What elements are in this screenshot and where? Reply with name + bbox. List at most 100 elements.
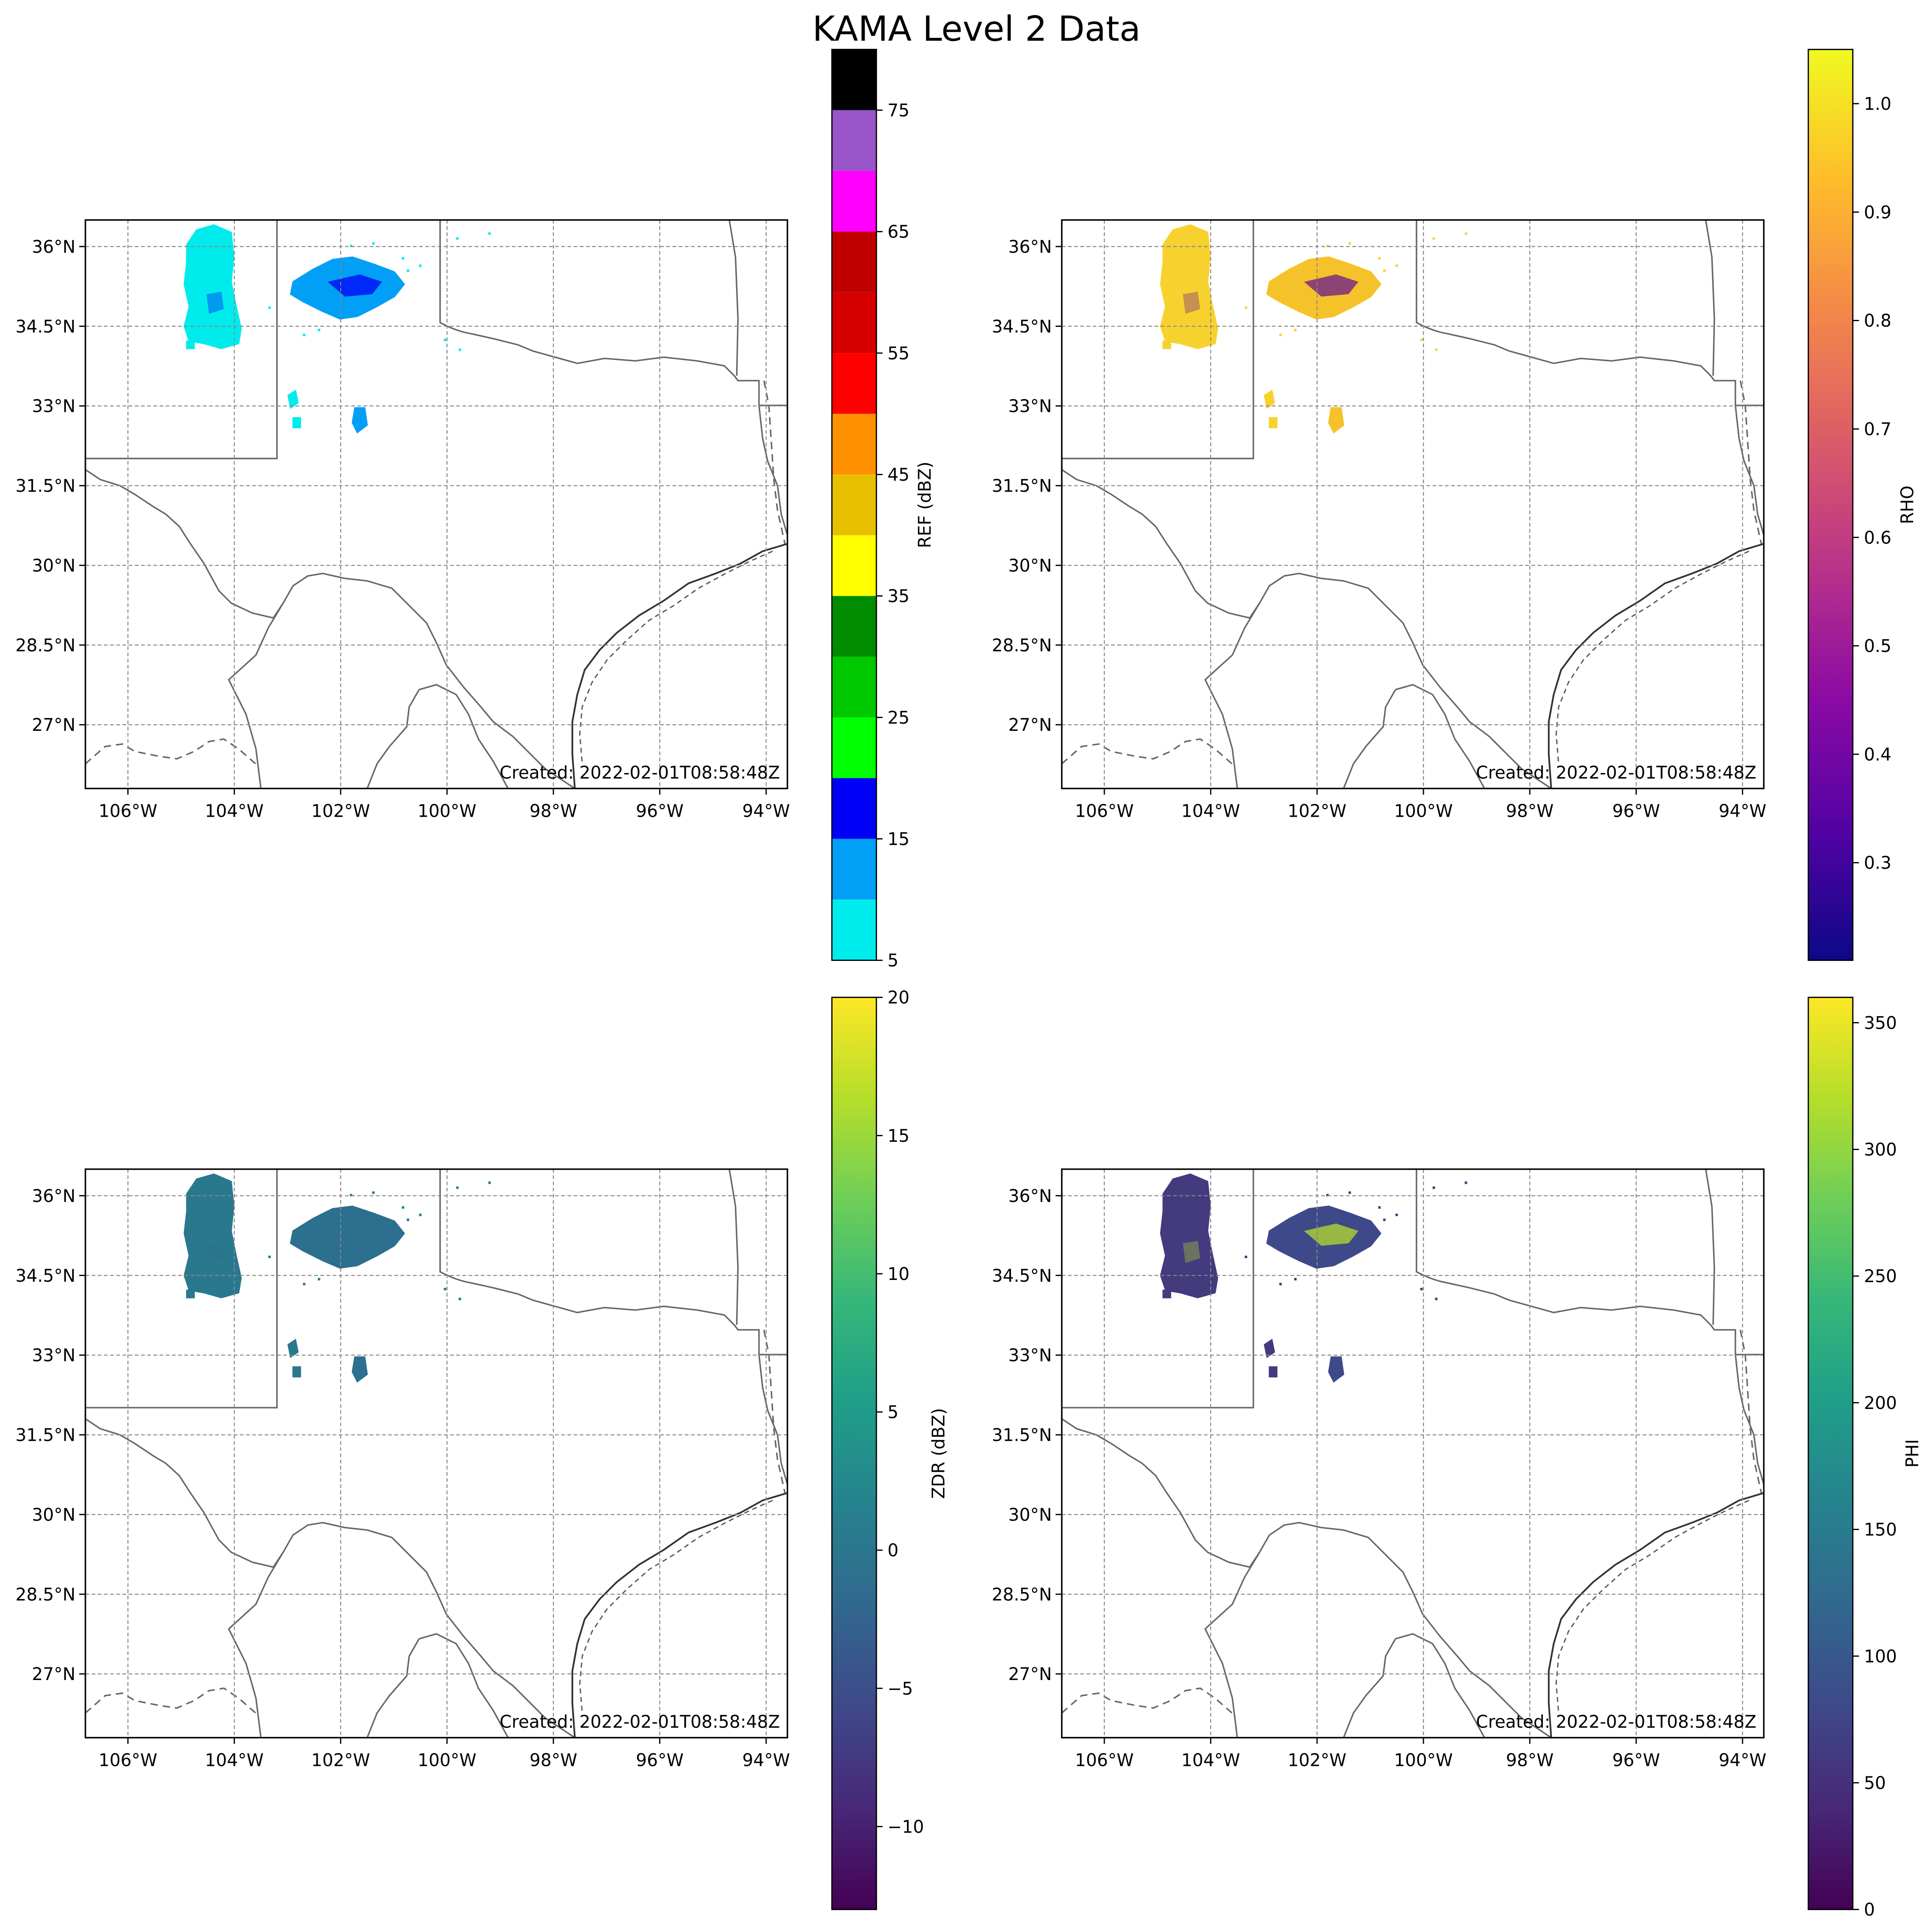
radar-echo-speckle (1348, 1191, 1351, 1194)
map-gridlines: 106°W 104°W 102°W 100°W 98°W 96°W 94°W 36°N 34.5… (15, 1169, 790, 1770)
colorbar-bin (832, 717, 876, 778)
radar-echo-speckle (1464, 1181, 1467, 1184)
radar-echo-speckle (1433, 1186, 1435, 1189)
radar-echo-speckle (303, 1283, 306, 1286)
radar-echo-core (206, 1241, 224, 1263)
created-timestamp: Created: 2022-02-01T08:58:48Z (499, 763, 780, 783)
colorbar-tick-label: 150 (1864, 1520, 1897, 1540)
radar-echo-speckle (1348, 242, 1351, 245)
latitude-tick-label: 33°N (32, 397, 75, 417)
radar-echo-layer (183, 224, 491, 434)
map-gridlines: 106°W 104°W 102°W 100°W 98°W 96°W 94°W 36°N 34.5… (992, 220, 1766, 821)
radar-echo-speckle (458, 1297, 462, 1300)
colorbar-bin (832, 535, 876, 596)
created-timestamp: Created: 2022-02-01T08:58:48Z (1476, 1712, 1756, 1732)
latitude-tick-label: 34.5°N (15, 1266, 75, 1286)
radar-echo-speckle (444, 1288, 447, 1290)
colorbar-bin (832, 231, 876, 292)
colorbar-bin (832, 49, 876, 110)
radar-echo (183, 1173, 242, 1299)
colorbar-bin (832, 474, 876, 536)
colorbar-bin (832, 900, 876, 961)
radar-echo (186, 1290, 195, 1299)
radar-echo (183, 224, 242, 350)
radar-echo-speckle (456, 1186, 459, 1189)
radar-echo-speckle (1420, 1288, 1423, 1290)
longitude-tick-label: 100°W (418, 801, 476, 821)
colorbar-gradient (832, 997, 876, 1910)
colorbar-tick-label: −5 (887, 1679, 913, 1699)
radar-echo-speckle (458, 348, 462, 351)
radar-echo (287, 389, 299, 409)
colorbar-tick-label: 5 (887, 1402, 898, 1422)
colorbar-tick-label: 0.7 (1864, 419, 1891, 439)
radar-echo-speckle (1420, 339, 1423, 341)
map-gridlines: 106°W 104°W 102°W 100°W 98°W 96°W 94°W 36°N 34.5… (15, 220, 790, 821)
panel-phi: 106°W 104°W 102°W 100°W 98°W 96°W 94°W 36°N 34.5… (992, 997, 1923, 1920)
colorbar-bin (832, 656, 876, 718)
longitude-tick-label: 106°W (98, 801, 157, 821)
colorbar-frame (831, 49, 877, 961)
radar-echo-speckle (268, 306, 271, 309)
radar-echo (1263, 389, 1275, 409)
longitude-tick-label: 102°W (311, 1750, 370, 1770)
map-frame (1061, 219, 1765, 790)
longitude-tick-label: 96°W (636, 801, 684, 821)
latitude-tick-label: 31.5°N (15, 476, 75, 496)
longitude-tick-label: 100°W (418, 1750, 476, 1770)
colorbar-bin (832, 778, 876, 839)
colorbar-bin (832, 171, 876, 232)
radar-echo-speckle (488, 232, 491, 235)
colorbar-tick-label: 0.6 (1864, 528, 1891, 548)
radar-echo (1328, 407, 1345, 434)
longitude-tick-label: 98°W (1506, 1750, 1554, 1770)
colorbar-tick-label: 5 (887, 951, 898, 971)
radar-echo-speckle (350, 1194, 353, 1197)
radar-echo (186, 340, 195, 350)
latitude-tick-label: 31.5°N (992, 476, 1052, 496)
radar-echo-core (1183, 292, 1200, 314)
longitude-tick-label: 98°W (530, 801, 577, 821)
latitude-tick-label: 31.5°N (992, 1426, 1052, 1446)
colorbar-tick-label: 0.5 (1864, 636, 1891, 656)
colorbar-tick-label: 0.3 (1864, 853, 1891, 873)
colorbar-tick-label: 0.8 (1864, 311, 1891, 331)
radar-echo-core (1304, 274, 1358, 297)
longitude-tick-label: 102°W (1288, 801, 1347, 821)
radar-echo-speckle (1326, 244, 1329, 248)
radar-echo (287, 1338, 299, 1358)
colorbar-bin (832, 596, 876, 657)
longitude-tick-label: 102°W (1288, 1750, 1347, 1770)
colorbar-tick-label: 35 (887, 587, 910, 607)
colorbar-bin (832, 353, 876, 414)
longitude-tick-label: 94°W (742, 1750, 790, 1770)
radar-echo (1269, 417, 1278, 428)
longitude-tick-label: 100°W (1394, 801, 1453, 821)
latitude-tick-label: 28.5°N (15, 1585, 75, 1605)
radar-echo-speckle (1244, 1256, 1247, 1258)
colorbar-bin (832, 414, 876, 475)
radar-echo (292, 417, 301, 428)
radar-echo (1263, 1338, 1275, 1358)
colorbar-tick-label: 75 (887, 101, 910, 121)
colorbar-tick-label: 25 (887, 708, 910, 728)
longitude-tick-label: 94°W (1718, 801, 1766, 821)
radar-echo-speckle (456, 237, 459, 240)
panel-zdr: 106°W 104°W 102°W 100°W 98°W 96°W 94°W 36°N 34.5… (15, 988, 949, 1910)
created-timestamp: Created: 2022-02-01T08:58:48Z (499, 1712, 780, 1732)
latitude-tick-label: 36°N (32, 1186, 75, 1206)
longitude-tick-label: 104°W (205, 801, 264, 821)
radar-echo-speckle (401, 257, 404, 260)
latitude-tick-label: 33°N (1008, 1346, 1052, 1366)
radar-echo-speckle (444, 339, 447, 341)
radar-echo-core (1304, 1223, 1358, 1246)
map-frame (85, 1168, 788, 1738)
radar-echo-speckle (1395, 264, 1398, 267)
radar-echo-speckle (1279, 333, 1282, 336)
latitude-tick-label: 34.5°N (992, 317, 1052, 337)
longitude-tick-label: 104°W (1182, 801, 1240, 821)
colorbar-frame (1807, 997, 1854, 1910)
colorbar-gradient (1808, 997, 1853, 1910)
latitude-tick-label: 28.5°N (992, 1585, 1052, 1605)
colorbar-tick-label: 10 (887, 1264, 910, 1284)
